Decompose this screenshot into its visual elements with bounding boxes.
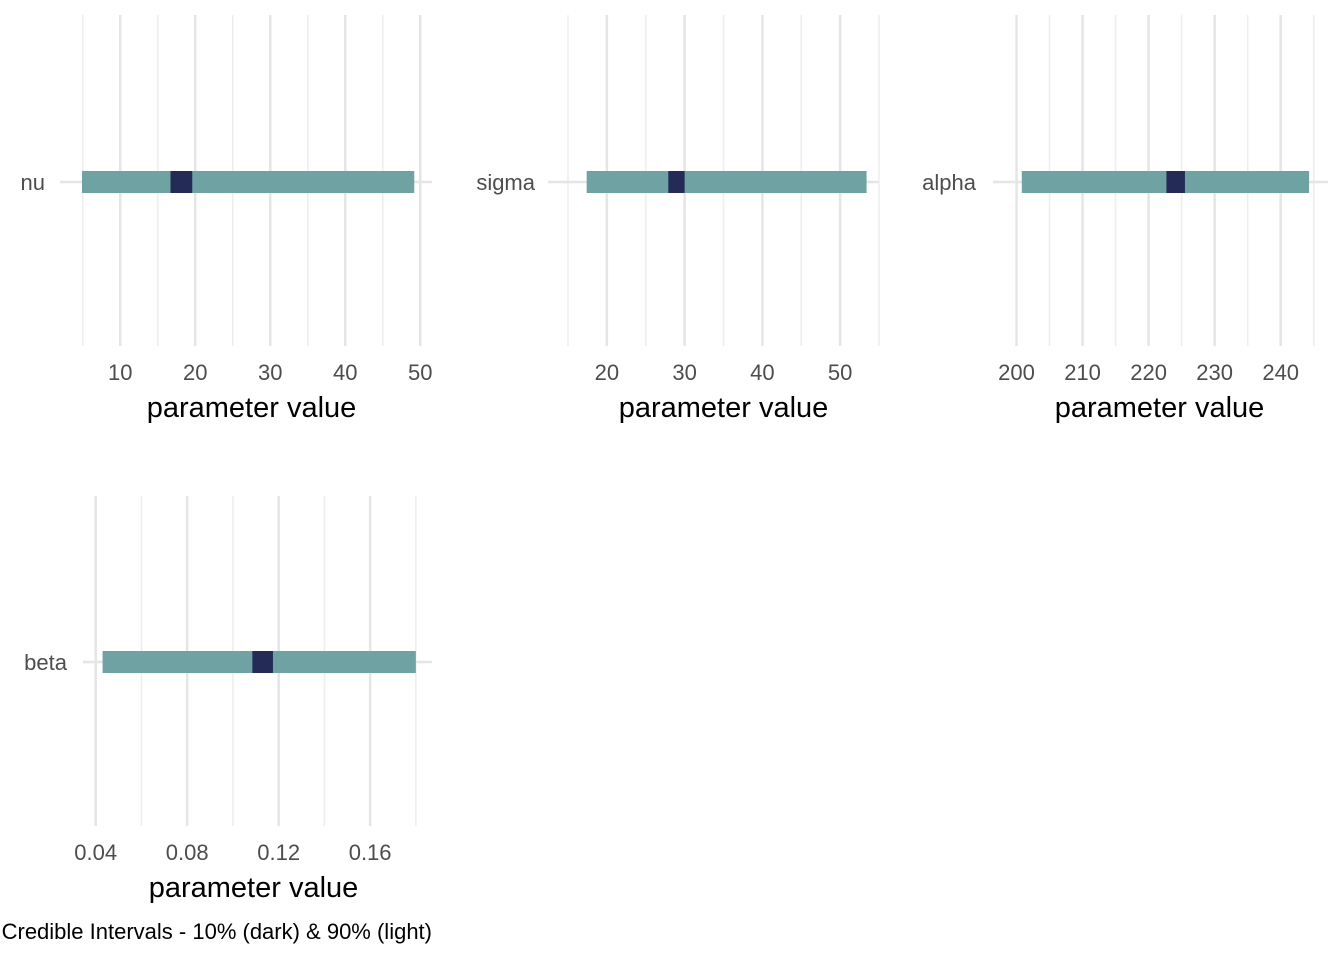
parameter-label: nu [21, 170, 45, 195]
tick-label: 0.08 [166, 840, 209, 865]
tick-label: 0.04 [74, 840, 117, 865]
tick-label: 40 [333, 360, 357, 385]
panel-alpha: alpha 200 210 220 230 240 parameter value [922, 15, 1328, 424]
interval-90-bar [82, 171, 415, 193]
tick-label: 50 [828, 360, 852, 385]
tick-label: 50 [408, 360, 432, 385]
x-axis-title: parameter value [149, 872, 359, 904]
tick-label: 20 [595, 360, 619, 385]
x-axis-title: parameter value [147, 392, 357, 424]
tick-label: 10 [108, 360, 132, 385]
interval-10-bar [252, 651, 273, 673]
x-axis-title: parameter value [619, 392, 829, 424]
tick-label: 30 [258, 360, 282, 385]
interval-90-bar [1021, 171, 1310, 193]
tick-label: 20 [183, 360, 207, 385]
interval-10-bar [170, 171, 193, 193]
parameter-label: beta [24, 650, 68, 675]
tick-label: 0.16 [349, 840, 392, 865]
panel-nu: nu 10 20 30 40 50 parameter value [21, 15, 432, 424]
interval-10-bar [1166, 171, 1185, 193]
panel-sigma: sigma 20 30 40 50 parameter value [476, 15, 880, 424]
tick-label: 30 [672, 360, 696, 385]
x-axis-title: parameter value [1055, 392, 1265, 424]
parameter-label: sigma [476, 170, 535, 195]
tick-label: 0.12 [257, 840, 300, 865]
tick-label: 200 [998, 360, 1035, 385]
interval-10-bar [668, 171, 685, 193]
tick-label: 40 [750, 360, 774, 385]
tick-label: 230 [1196, 360, 1233, 385]
tick-label: 210 [1064, 360, 1101, 385]
panel-beta: beta 0.04 0.08 0.12 0.16 parameter value [24, 496, 432, 904]
figure-caption: Credible Intervals - 10% (dark) & 90% (l… [2, 919, 432, 944]
tick-label: 240 [1262, 360, 1299, 385]
tick-label: 220 [1130, 360, 1167, 385]
interval-90-bar [586, 171, 867, 193]
parameter-label: alpha [922, 170, 977, 195]
